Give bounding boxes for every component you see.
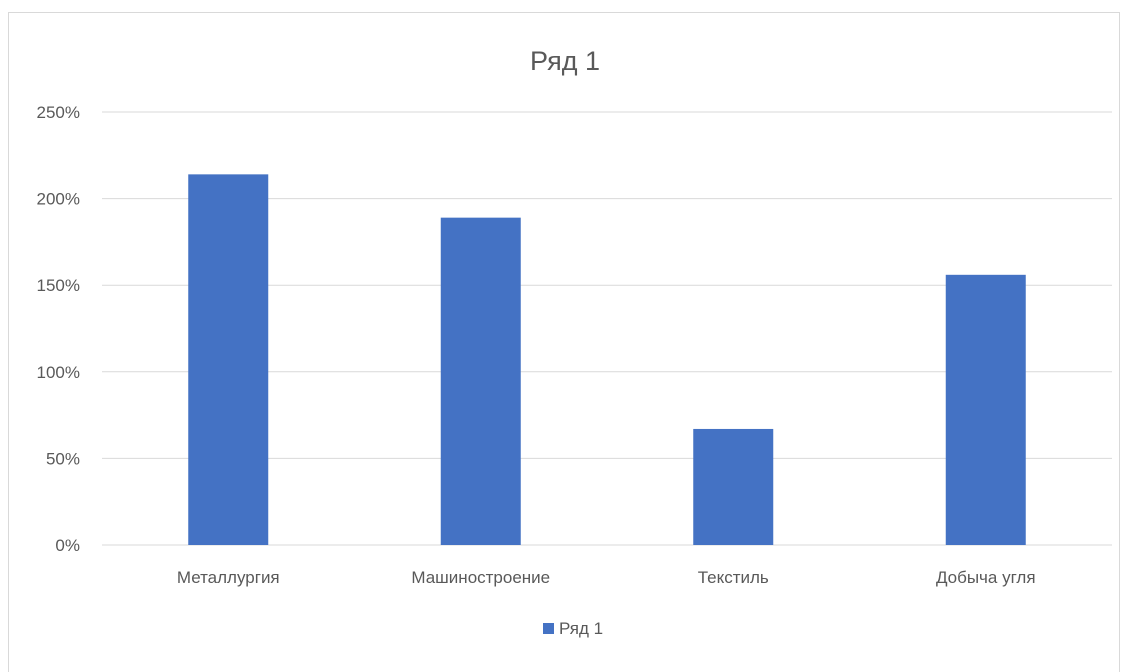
bar xyxy=(440,217,521,546)
bar xyxy=(188,174,269,546)
x-axis-ticks: Металлургия Машиностроение Текстиль Добыча … xyxy=(177,568,1036,587)
legend-swatch xyxy=(543,623,554,634)
y-tick-label: 50% xyxy=(46,449,80,468)
x-tick-label: Машиностроение xyxy=(411,568,550,587)
y-tick-label: 100% xyxy=(37,363,80,382)
y-tick-label: 250% xyxy=(37,103,80,122)
legend: Ряд 1 xyxy=(543,619,603,638)
x-tick-label: Металлургия xyxy=(177,568,280,587)
x-tick-label: Добыча угля xyxy=(936,568,1036,587)
bar xyxy=(693,428,774,545)
x-tick-label: Текстиль xyxy=(698,568,769,587)
y-axis-ticks: 0% 50% 100% 150% 200% 250% xyxy=(37,103,80,555)
chart-title: Ряд 1 xyxy=(530,46,600,76)
bar xyxy=(945,274,1026,545)
legend-label: Ряд 1 xyxy=(559,619,603,638)
y-tick-label: 0% xyxy=(55,536,80,555)
bars xyxy=(188,174,1026,546)
y-tick-label: 150% xyxy=(37,276,80,295)
grid-lines xyxy=(102,111,1112,546)
y-tick-label: 200% xyxy=(37,190,80,209)
